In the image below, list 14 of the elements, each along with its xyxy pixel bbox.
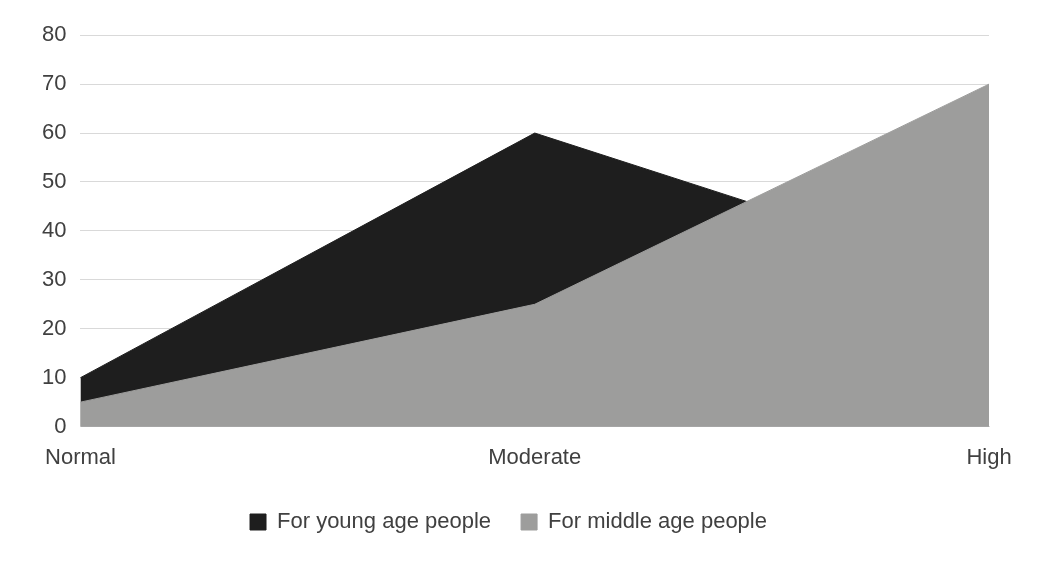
y-tick-label: 30 — [41, 265, 67, 291]
y-tick-label: 20 — [41, 314, 67, 340]
y-tick-label: 40 — [41, 216, 67, 242]
legend-label: For young age people — [277, 508, 492, 534]
x-tick-label: Normal — [45, 443, 116, 469]
x-tick-label: High — [966, 443, 1012, 469]
y-tick-label: 50 — [41, 168, 67, 194]
y-tick-label: 60 — [41, 119, 67, 145]
y-tick-label: 80 — [41, 21, 67, 47]
y-tick-label: 0 — [54, 412, 67, 438]
y-tick-label: 70 — [41, 70, 67, 96]
legend-label: For middle age people — [548, 508, 767, 534]
y-tick-label: 10 — [41, 363, 67, 389]
x-tick-label: Moderate — [488, 443, 582, 469]
